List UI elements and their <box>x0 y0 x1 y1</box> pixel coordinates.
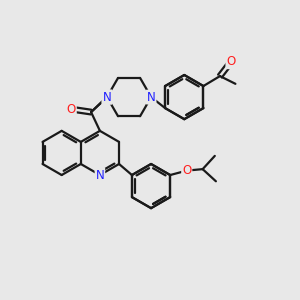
Text: N: N <box>147 91 155 103</box>
Text: N: N <box>103 91 111 103</box>
Text: O: O <box>67 103 76 116</box>
Text: O: O <box>182 164 191 177</box>
Text: N: N <box>95 169 104 182</box>
Text: N: N <box>103 91 111 103</box>
Text: O: O <box>226 55 236 68</box>
